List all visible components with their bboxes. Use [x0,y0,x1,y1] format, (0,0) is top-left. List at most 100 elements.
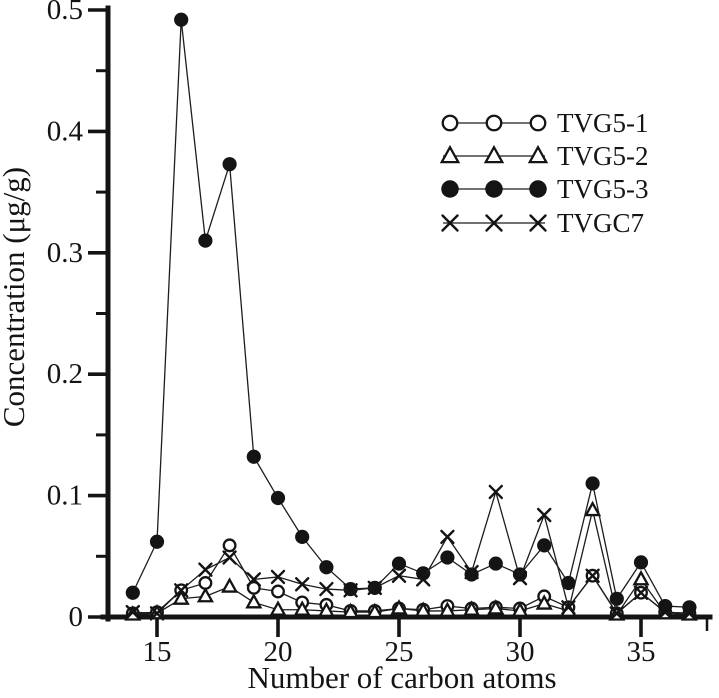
series-line [132,489,690,615]
x-cross-marker [561,600,576,615]
filled-circle-marker [585,476,600,491]
filled-circle-marker [464,567,479,582]
x-tick-label: 15 [143,636,172,668]
series-line [132,544,690,615]
legend-label: TVG5-1 [557,108,648,138]
open-circle-marker [222,538,237,553]
open-triangle-marker [487,599,505,615]
y-tick-label: 0.1 [47,480,83,512]
x-cross-marker [529,214,547,232]
y-tick-label: 0.3 [47,237,83,269]
y-tick-label: 0.5 [47,0,83,26]
x-cross-marker [125,604,140,620]
filled-circle-marker [440,550,455,565]
series-tvgc7 [125,484,697,621]
x-tick-label: 20 [264,636,293,668]
open-triangle-marker [527,144,549,164]
x-cross-marker [633,585,649,600]
x-cross-marker [367,580,382,596]
x-cross-marker [440,529,455,545]
filled-circle-marker [441,180,459,198]
y-tick-label: 0.4 [47,115,84,147]
filled-circle-marker [295,529,310,544]
x-cross-marker [609,606,624,621]
open-triangle-marker [511,601,529,617]
filled-circle-marker [609,591,624,606]
legend-label: TVG5-2 [557,141,648,171]
open-triangle-marker [245,593,263,609]
filled-circle-marker [246,449,261,464]
open-triangle-marker [269,600,287,616]
x-cross-marker [416,572,431,587]
open-triangle-marker [293,600,311,616]
open-triangle-marker [172,589,190,605]
filled-circle-marker [537,538,552,553]
filled-circle-marker [488,556,503,571]
filled-circle-marker [485,180,503,198]
x-cross-marker [485,214,503,232]
x-cross-marker [658,604,673,620]
open-circle-marker [485,114,503,132]
filled-circle-marker [270,490,286,506]
x-cross-marker [246,572,261,587]
y-tick-label: 0 [69,601,84,633]
x-cross-marker [343,583,358,598]
x-tick-label: 35 [627,636,656,668]
legend-label: TVG5-3 [557,174,648,204]
legend-entry-tvg5-3: TVG5-3 [441,174,648,204]
open-triangle-marker [221,577,239,593]
open-triangle-marker [438,601,456,617]
legend-entry-tvg5-2: TVG5-2 [439,141,648,171]
x-cross-marker [222,550,237,565]
filled-circle-marker [125,585,140,600]
plot-area: 0 0.1 0.2 0.3 0.4 0.5 15 20 25 30 35 [47,0,713,668]
y-tick-label: 0.2 [47,358,83,390]
legend-label: TVGC7 [557,208,644,238]
filled-circle-marker [174,12,189,27]
x-cross-marker [391,568,407,583]
open-triangle-marker [366,602,384,619]
x-tick-label: 30 [506,636,535,668]
x-cross-marker [585,568,600,583]
series-line [132,19,690,608]
x-cross-marker [174,583,189,598]
x-cross-marker [149,606,165,621]
filled-circle-marker [222,157,237,172]
filled-circle-marker [633,555,649,570]
x-axis-title: Number of carbon atoms [247,660,556,693]
x-cross-marker [198,562,213,577]
open-circle-marker [441,114,459,132]
open-triangle-marker [632,569,650,586]
x-cross-marker [270,569,286,585]
open-triangle-marker [342,602,360,619]
x-cross-marker [512,570,528,586]
x-cross-marker [464,564,479,580]
filled-circle-marker [198,233,213,248]
open-triangle-marker [463,600,481,616]
open-triangle-marker [390,599,408,615]
x-cross-marker [488,484,503,500]
series-tvg5-3 [125,12,697,615]
series-line [132,510,690,617]
open-triangle-marker [196,586,214,603]
filled-circle-marker [149,534,165,549]
open-triangle-marker [584,500,602,517]
legend-entry-tvgc7: TVGC7 [441,208,644,238]
y-axis-title: Concentration (μg/g) [0,167,31,427]
x-cross-marker [682,606,697,621]
x-cross-marker [537,507,552,523]
open-triangle-marker [483,144,505,164]
open-triangle-marker [535,594,553,610]
open-triangle-marker [317,601,335,617]
x-tick-label: 25 [385,636,414,668]
legend-entry-tvg5-1: TVG5-1 [441,108,648,138]
open-circle-marker [529,114,547,132]
x-cross-marker [441,214,459,232]
open-triangle-marker [439,144,461,164]
filled-circle-marker [391,556,407,571]
x-cross-marker [295,577,310,592]
filled-circle-marker [529,180,547,198]
